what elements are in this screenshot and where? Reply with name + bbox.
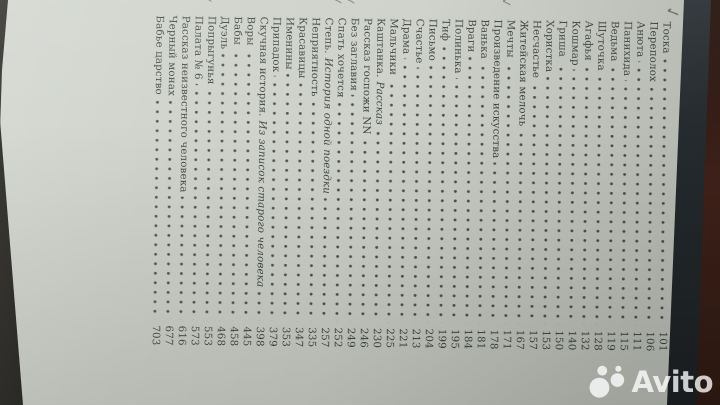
toc-entry-title: Кошмар bbox=[569, 20, 581, 70]
toc-entry-page-number: 249 bbox=[344, 321, 356, 348]
toc-entry-title: Хористка bbox=[543, 20, 555, 77]
toc-entry-page-number: 153 bbox=[539, 324, 551, 351]
toc-entry-page-number: 213 bbox=[409, 322, 421, 349]
toc-entry-title: Именины bbox=[283, 16, 295, 74]
toc-entry-title: Враги bbox=[465, 19, 477, 57]
toc-entry-page-number: 195 bbox=[448, 322, 460, 350]
toc-entry-page-number: 101 bbox=[656, 325, 668, 352]
toc-entry-page-number: 106 bbox=[643, 325, 655, 352]
toc-entry-page-number: 181 bbox=[474, 323, 486, 350]
toc-entry-page-number: 128 bbox=[591, 324, 603, 351]
toc-entry-title: Несчастье bbox=[529, 19, 542, 83]
toc-entry-title: Скучная история. bbox=[256, 16, 269, 121]
toc-entry-page-number: 246 bbox=[357, 321, 369, 349]
toc-entry-title: Переполох bbox=[646, 21, 659, 87]
toc-entry-page-number: 616 bbox=[175, 319, 188, 346]
toc-entry-page-number: 199 bbox=[435, 322, 447, 349]
toc-entry-page-number: 150 bbox=[552, 324, 564, 351]
toc-entry-title: Попрыгунья bbox=[204, 15, 217, 89]
toc-entry-title: Полинька bbox=[451, 19, 464, 78]
toc-entry-page-number: 379 bbox=[266, 320, 278, 347]
toc-entry-page-number: 204 bbox=[422, 322, 434, 349]
toc-entry-title: Черный монах bbox=[165, 15, 178, 101]
toc-entry-title: Бабье царство bbox=[152, 15, 165, 99]
toc-entry-page-number: 553 bbox=[201, 319, 214, 347]
toc-entry-subtitle: История одной поездки bbox=[320, 57, 334, 199]
toc-entry-title: Припадок bbox=[269, 16, 282, 77]
toc-entry-page-number: 111 bbox=[630, 325, 642, 352]
toc-entry-page-number: 445 bbox=[240, 320, 253, 347]
toc-entry-page-number: 230 bbox=[370, 321, 382, 349]
toc-entry-page-number: 178 bbox=[487, 323, 499, 350]
toc-entry-page-number: 353 bbox=[279, 320, 291, 348]
toc-entry-title: Дуэль bbox=[218, 16, 230, 54]
toc-entry-title: Спать хочется bbox=[334, 17, 347, 102]
toc-entry-page-number: 221 bbox=[396, 322, 408, 349]
toc-entry-title: Агафья bbox=[582, 20, 594, 66]
toc-entry-page-number: 573 bbox=[188, 319, 201, 346]
toc-entry-title: Красавицы bbox=[295, 17, 308, 83]
toc-entry-title: Драма bbox=[400, 18, 412, 59]
toc-entry-page-number: 257 bbox=[318, 321, 330, 348]
watermark-text: Avito bbox=[631, 364, 713, 399]
toc-entry-title: Каштанка. bbox=[373, 18, 386, 82]
toc-entry-title: Рассказ неизвестного человека bbox=[177, 15, 191, 197]
toc-entry-page-number: 703 bbox=[149, 319, 162, 346]
book-page: Тоска 101 Переполох 106 Анюта 111 Панихи… bbox=[0, 0, 700, 405]
toc-entry-title: Житейская мелочь bbox=[516, 19, 529, 131]
toc-entry-page-number: 119 bbox=[604, 324, 616, 352]
toc-entry-title: Шуточка bbox=[595, 20, 607, 75]
toc-entry-title: Анюта bbox=[634, 21, 646, 62]
toc-entry-title: Письмо bbox=[426, 18, 438, 66]
toc-entry-page-number: 225 bbox=[383, 322, 395, 349]
toc-entry-page-number: 184 bbox=[461, 323, 473, 350]
toc-entry-title: Тоска bbox=[660, 21, 672, 58]
toc-entry-page-number: 347 bbox=[292, 321, 304, 348]
toc-entry-title: Рассказ госпожи NN bbox=[360, 17, 373, 139]
toc-entry-page-number: 140 bbox=[565, 324, 577, 351]
toc-entry-title: Воры bbox=[244, 16, 256, 50]
table-of-contents: Тоска 101 Переполох 106 Анюта 111 Панихи… bbox=[144, 0, 697, 396]
avito-logo-icon bbox=[589, 365, 625, 398]
toc-entry-title: Ведьма bbox=[608, 20, 620, 66]
toc-entry-subtitle: Рассказ bbox=[373, 81, 385, 130]
toc-entry-title: Панихида bbox=[620, 21, 633, 81]
toc-entry-page-number: 458 bbox=[227, 320, 240, 347]
toc-entry-page-number: 167 bbox=[513, 323, 525, 350]
toc-entry-page-number: 398 bbox=[253, 320, 266, 347]
toc-entry-title: Палата № 6 bbox=[191, 15, 204, 84]
toc-entry-title: Без заглавия bbox=[347, 17, 360, 96]
toc-entry-title: Гриша bbox=[556, 20, 568, 62]
toc-entry-title: Бабы bbox=[231, 16, 243, 50]
toc-entry-page-number: 335 bbox=[305, 321, 317, 348]
toc-entry-page-number: 677 bbox=[162, 319, 175, 346]
toc-entry-page-number: 252 bbox=[331, 321, 343, 348]
toc-entry-title: Степь. bbox=[322, 17, 334, 58]
avito-watermark: Avito bbox=[588, 365, 713, 399]
toc-entry-subtitle: Из записок старого человека bbox=[254, 120, 268, 292]
toc-entry-page-number: 157 bbox=[526, 323, 538, 351]
toc-entry-title: Неприятность bbox=[308, 17, 321, 101]
toc-entry-title: Мальчики bbox=[386, 18, 399, 80]
toc-entry-title: Ванька bbox=[478, 19, 490, 64]
toc-entry-page-number: 468 bbox=[214, 320, 227, 347]
toc-entry-title: Тиф bbox=[439, 18, 451, 46]
toc-entry-title: Счастье bbox=[413, 18, 425, 68]
toc-entry-page-number: 171 bbox=[500, 323, 512, 350]
toc-entry-title: Мечты bbox=[504, 19, 516, 62]
toc-entry-title: Произведение искусства bbox=[489, 19, 503, 163]
toc-entry-page-number: 115 bbox=[617, 325, 629, 352]
toc-entry-page-number: 132 bbox=[578, 324, 590, 351]
